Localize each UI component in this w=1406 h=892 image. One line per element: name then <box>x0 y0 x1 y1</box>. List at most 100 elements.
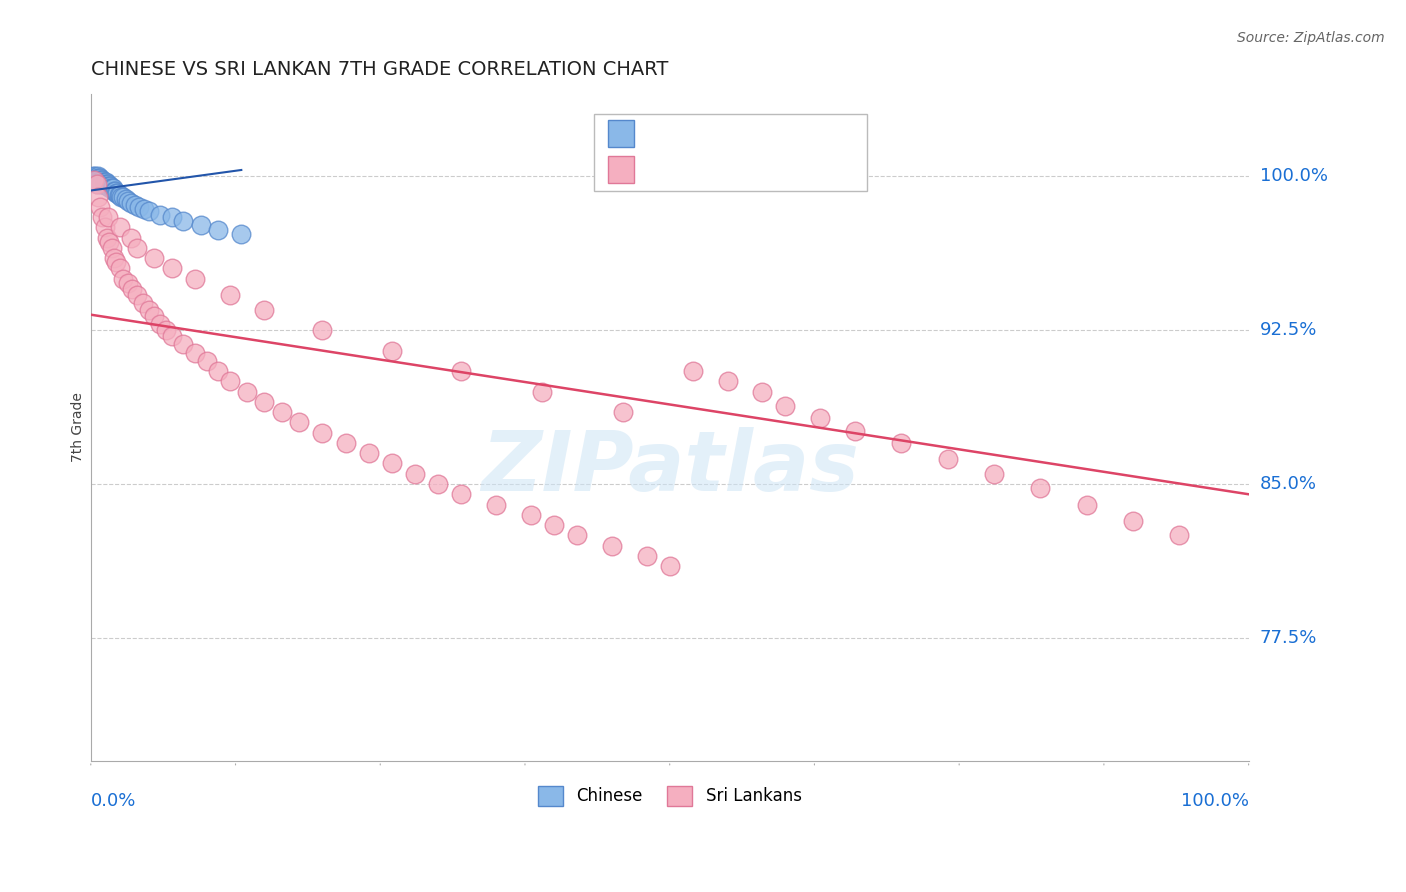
Point <box>155 323 177 337</box>
Point <box>184 272 207 286</box>
Point <box>83 173 105 187</box>
Point <box>93 220 115 235</box>
Point <box>143 309 166 323</box>
Point <box>91 173 114 187</box>
Point <box>101 181 124 195</box>
Point <box>112 189 135 203</box>
Point <box>87 169 110 183</box>
Point <box>105 186 128 200</box>
Point <box>89 173 111 187</box>
Text: 100.0%: 100.0% <box>1260 167 1327 186</box>
Text: Source: ZipAtlas.com: Source: ZipAtlas.com <box>1237 31 1385 45</box>
Point <box>90 178 112 192</box>
Point <box>207 222 229 236</box>
Point <box>890 436 912 450</box>
Point <box>149 208 172 222</box>
Point <box>89 200 111 214</box>
Point <box>89 171 111 186</box>
Point <box>132 202 155 216</box>
Point <box>87 173 110 187</box>
Point <box>105 255 128 269</box>
Point <box>94 178 117 192</box>
Point <box>335 436 357 450</box>
Point <box>160 329 183 343</box>
Point <box>100 241 122 255</box>
Point <box>658 559 681 574</box>
Point <box>311 425 333 440</box>
Text: N =: N = <box>779 127 818 145</box>
Y-axis label: 7th Grade: 7th Grade <box>72 392 86 462</box>
Point <box>83 171 105 186</box>
Point <box>520 508 543 522</box>
Point <box>450 487 472 501</box>
Text: R =: R = <box>645 161 685 180</box>
Point <box>381 457 404 471</box>
Point <box>218 375 240 389</box>
Point <box>87 173 110 187</box>
Text: N =: N = <box>779 161 818 180</box>
Point <box>600 539 623 553</box>
Point <box>84 171 107 186</box>
Point <box>716 375 738 389</box>
Point <box>117 194 139 208</box>
Point <box>127 288 149 302</box>
Point <box>1122 514 1144 528</box>
Point <box>117 276 139 290</box>
Text: 92.5%: 92.5% <box>1260 321 1317 339</box>
Point <box>114 192 136 206</box>
Text: 85.0%: 85.0% <box>1260 475 1317 493</box>
Point <box>96 230 118 244</box>
Point <box>612 405 634 419</box>
Text: 74: 74 <box>825 161 852 180</box>
Point <box>86 175 108 189</box>
Point <box>82 169 104 183</box>
Point <box>93 178 115 192</box>
Point <box>775 399 797 413</box>
Point <box>100 179 122 194</box>
Point <box>87 189 110 203</box>
Point <box>357 446 380 460</box>
Point <box>93 175 115 189</box>
Point <box>404 467 426 481</box>
Point <box>983 467 1005 481</box>
Point <box>195 354 218 368</box>
Point <box>138 302 160 317</box>
Point <box>218 288 240 302</box>
Point <box>110 189 132 203</box>
Point <box>253 302 276 317</box>
Point <box>682 364 704 378</box>
Point <box>1168 528 1191 542</box>
Point <box>190 219 212 233</box>
Point <box>636 549 658 563</box>
Point <box>87 171 110 186</box>
Point <box>543 518 565 533</box>
Point <box>98 235 121 249</box>
Point <box>97 178 120 192</box>
Point <box>288 416 311 430</box>
Point <box>87 171 110 186</box>
Bar <box>609 156 634 183</box>
Point <box>132 296 155 310</box>
Point <box>427 477 450 491</box>
Point <box>236 384 259 399</box>
Point <box>381 343 404 358</box>
Point <box>311 323 333 337</box>
Text: R =: R = <box>645 127 685 145</box>
Point <box>270 405 292 419</box>
Point <box>565 528 588 542</box>
Point <box>84 169 107 183</box>
Point <box>1029 481 1052 495</box>
Point <box>1076 498 1098 512</box>
Point <box>103 252 125 266</box>
Point <box>91 175 114 189</box>
Point <box>253 395 276 409</box>
Point <box>231 227 253 241</box>
Point <box>128 200 150 214</box>
Point <box>120 195 142 210</box>
Point <box>97 179 120 194</box>
Point <box>86 173 108 187</box>
Point <box>86 178 108 192</box>
Point <box>143 252 166 266</box>
Legend: Chinese, Sri Lankans: Chinese, Sri Lankans <box>531 779 808 813</box>
Text: CHINESE VS SRI LANKAN 7TH GRADE CORRELATION CHART: CHINESE VS SRI LANKAN 7TH GRADE CORRELAT… <box>91 60 668 78</box>
